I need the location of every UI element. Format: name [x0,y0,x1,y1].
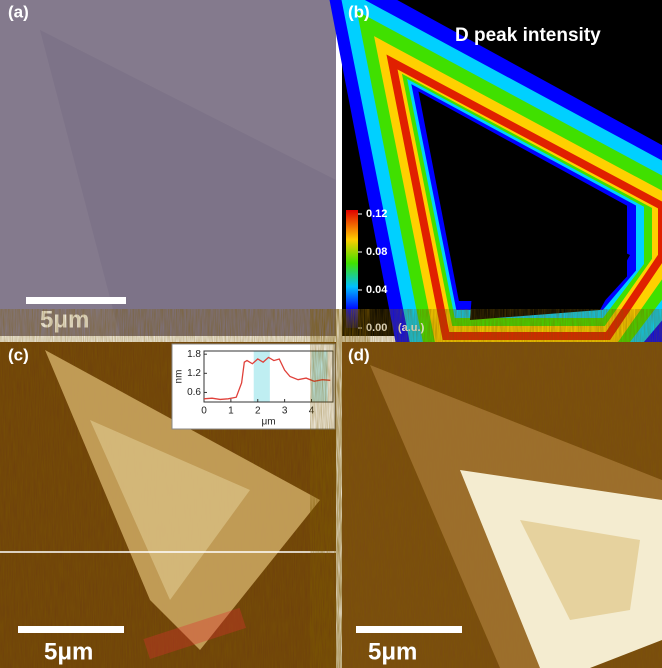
colorbar-label: 0.12 [366,208,387,220]
panel-label: (d) [348,345,370,364]
scale-bar [18,626,124,633]
colorbar-label: 0.00 [366,322,387,334]
y-tick-label: 0.6 [187,387,201,398]
panel-label: (b) [348,2,370,21]
x-tick-label: 1 [228,406,234,417]
scale-bar [356,626,462,633]
scale-bar [26,297,126,304]
y-axis-label: nm [174,370,185,384]
colorbar-label: 0.04 [366,284,388,296]
scale-label: 5μm [44,638,93,665]
colorbar-label: 0.08 [366,246,387,258]
panel-label: (c) [8,345,29,364]
x-axis-label: μm [261,417,275,428]
x-tick-label: 0 [201,406,207,417]
highlight [312,351,328,402]
map-title: D peak intensity [455,25,601,46]
x-tick-label: 2 [255,406,261,417]
scale-label: 5μm [40,306,89,333]
colorbar-unit: (a.u.) [398,322,425,334]
y-tick-label: 1.8 [187,349,201,360]
scale-label: 5μm [368,638,417,665]
x-tick-label: 3 [282,406,288,417]
y-tick-label: 1.2 [187,368,201,379]
panel-label: (a) [8,2,29,21]
figure: 5μm (a) 0.12 0.08 0.04 0.00 (a.u.) D peak in… [0,0,662,668]
colorbar [346,210,358,328]
inset-plot: 0.6 1.2 1.8 0 1 2 3 4 μm nm [172,344,335,429]
x-tick-label: 4 [309,406,315,417]
